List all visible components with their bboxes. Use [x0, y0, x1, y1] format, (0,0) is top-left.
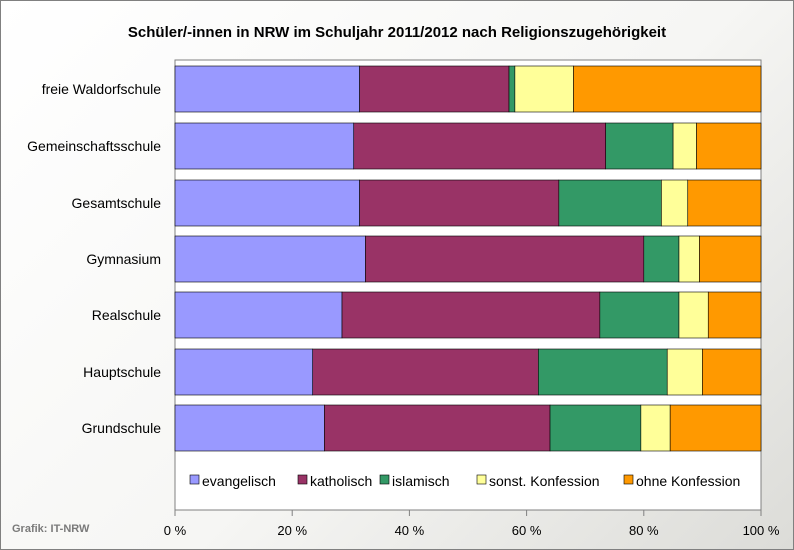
bar-segment-evangelisch: [174, 291, 343, 339]
bar-segment-katholisch: [324, 404, 551, 452]
bar-segment-evangelisch: [174, 235, 366, 283]
bar-segment-sonst-konfession: [514, 65, 574, 113]
bar-segment-katholisch: [312, 348, 539, 396]
legend-swatch: [379, 474, 390, 485]
bar-segment-katholisch: [359, 179, 560, 227]
bar-segment-sonst-konfession: [640, 404, 671, 452]
bar-segment-katholisch: [359, 65, 510, 113]
category-label: freie Waldorfschule: [42, 81, 162, 97]
bar-segment-islamisch: [605, 122, 674, 170]
bar-segment-evangelisch: [174, 65, 360, 113]
bar-segment-ohne-konfession: [707, 291, 762, 339]
bar-segment-katholisch: [353, 122, 607, 170]
bar-segment-ohne-konfession: [669, 404, 762, 452]
category-label: Hauptschule: [83, 364, 161, 380]
category-label: Gemeinschaftsschule: [27, 138, 161, 154]
legend-label: islamisch: [392, 473, 450, 489]
bar-segment-evangelisch: [174, 404, 325, 452]
bar-segment-sonst-konfession: [666, 348, 703, 396]
bar-segment-islamisch: [599, 291, 680, 339]
legend-label: ohne Konfession: [636, 473, 740, 489]
bar-segment-islamisch: [643, 235, 680, 283]
bar-segment-katholisch: [341, 291, 601, 339]
legend-swatch: [189, 474, 200, 485]
legend-label: katholisch: [310, 473, 372, 489]
category-labels: freie Waldorfschule Gemeinschaftsschule Ge…: [27, 81, 161, 436]
bar-segment-evangelisch: [174, 179, 360, 227]
chart-title: Schüler/-innen in NRW im Schuljahr 2011/…: [128, 24, 666, 41]
source-credit: Grafik: IT-NRW: [12, 523, 90, 535]
bar-segment-evangelisch: [174, 122, 355, 170]
bar-segment-sonst-konfession: [672, 122, 697, 170]
legend: evangelisch katholisch islamisch sonst. Kon…: [189, 473, 740, 489]
legend-label: evangelisch: [202, 473, 276, 489]
bar-segment-ohne-konfession: [696, 122, 762, 170]
legend-swatch: [297, 474, 308, 485]
bar-segment-sonst-konfession: [661, 179, 689, 227]
x-tick-label: 80 %: [629, 523, 659, 538]
bar-segment-evangelisch: [174, 348, 314, 396]
x-tick-label: 60 %: [512, 523, 542, 538]
bar-segment-islamisch: [508, 65, 516, 113]
legend-swatch: [623, 474, 634, 485]
bar-segment-islamisch: [538, 348, 668, 396]
category-label: Realschule: [92, 307, 161, 323]
bar-segment-ohne-konfession: [702, 348, 762, 396]
x-tick-label: 100 %: [743, 523, 780, 538]
bar-segment-sonst-konfession: [678, 291, 709, 339]
category-label: Gesamtschule: [72, 195, 162, 211]
bar-segment-sonst-konfession: [678, 235, 700, 283]
bar-segment-islamisch: [549, 404, 642, 452]
bar-segment-islamisch: [558, 179, 662, 227]
x-tick-label: 0 %: [164, 523, 187, 538]
x-axis-ticks: 0 % 20 % 40 % 60 % 80 % 100 %: [164, 510, 780, 538]
x-tick-label: 40 %: [395, 523, 425, 538]
x-tick-label: 20 %: [277, 523, 307, 538]
legend-swatch: [476, 474, 487, 485]
bar-segment-katholisch: [365, 235, 645, 283]
category-label: Grundschule: [82, 420, 162, 436]
legend-label: sonst. Konfession: [489, 473, 600, 489]
bar-segment-ohne-konfession: [687, 179, 762, 227]
bar-series-group: [174, 65, 762, 452]
bar-segment-ohne-konfession: [699, 235, 762, 283]
category-label: Gymnasium: [86, 251, 161, 267]
bar-segment-ohne-konfession: [573, 65, 762, 113]
